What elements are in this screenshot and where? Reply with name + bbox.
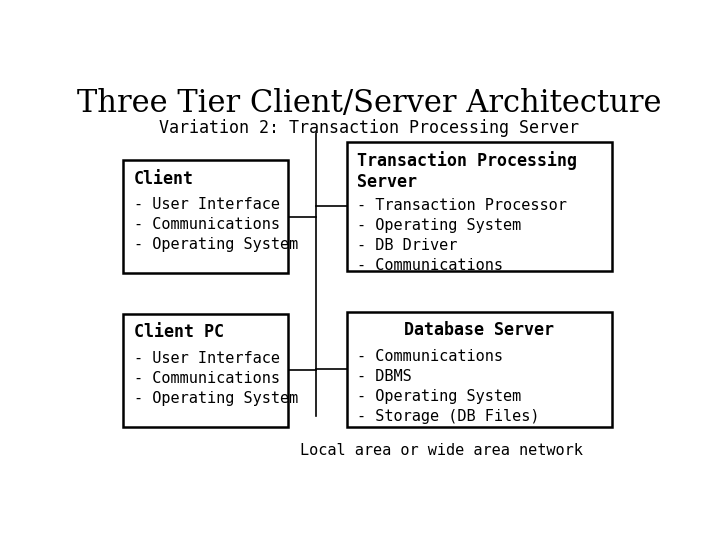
Text: Transaction Processing
Server: Transaction Processing Server (356, 151, 577, 191)
Text: - Communications: - Communications (133, 371, 279, 386)
FancyBboxPatch shape (347, 312, 612, 427)
Text: Three Tier Client/Server Architecture: Three Tier Client/Server Architecture (77, 87, 661, 119)
Text: - DBMS: - DBMS (356, 369, 411, 384)
Text: Database Server: Database Server (404, 321, 554, 339)
Text: - Communications: - Communications (133, 217, 279, 232)
Text: Client: Client (133, 170, 194, 187)
Text: - Operating System: - Operating System (133, 237, 298, 252)
FancyBboxPatch shape (124, 314, 288, 427)
FancyBboxPatch shape (124, 160, 288, 273)
Text: - Communications: - Communications (356, 349, 503, 364)
FancyBboxPatch shape (347, 141, 612, 271)
Text: Variation 2: Transaction Processing Server: Variation 2: Transaction Processing Serv… (159, 119, 579, 137)
Text: - Operating System: - Operating System (356, 389, 521, 404)
Text: - Communications: - Communications (356, 258, 503, 273)
Text: - User Interface: - User Interface (133, 351, 279, 366)
Text: - Storage (DB Files): - Storage (DB Files) (356, 409, 539, 424)
Text: - User Interface: - User Interface (133, 197, 279, 212)
Text: - Operating System: - Operating System (133, 391, 298, 406)
Text: - DB Driver: - DB Driver (356, 238, 457, 253)
Text: Local area or wide area network: Local area or wide area network (300, 443, 583, 458)
Text: - Transaction Processor: - Transaction Processor (356, 198, 567, 213)
Text: - Operating System: - Operating System (356, 218, 521, 233)
Text: Client PC: Client PC (133, 323, 223, 341)
